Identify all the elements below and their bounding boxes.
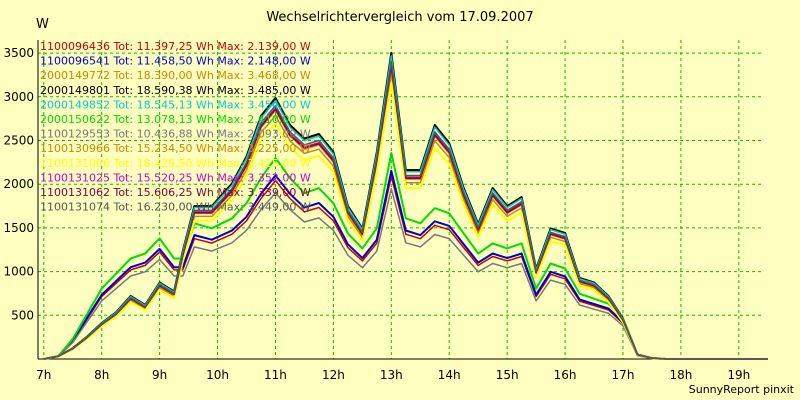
legend-entry-1100096541: 1100096541 Tot: 11.458,50 Wh Max: 2.148,… (40, 55, 311, 68)
legend-entry-1100131025: 1100131025 Tot: 15.520,25 Wh Max: 3.352,… (40, 171, 311, 184)
legend-entry-2000150622: 2000150622 Tot: 13.078,13 Wh Max: 2.410,… (40, 113, 311, 126)
x-tick-label: 8h (94, 368, 109, 382)
legend-entry-1100130966: 1100130966 Tot: 15.234,50 Wh Max: 3.225,… (40, 142, 311, 155)
series-line-1100131006 (43, 81, 768, 360)
y-tick-label: 500 (11, 308, 34, 322)
legend-entry-1100129553: 1100129553 Tot: 10.436,88 Wh Max: 2.093,… (40, 128, 311, 141)
y-tick-label: 3000 (3, 90, 34, 104)
x-tick-label: 9h (152, 368, 167, 382)
y-tick-label: 2000 (3, 177, 34, 191)
series-line-1100096541 (43, 169, 768, 360)
x-tick-label: 13h (380, 368, 403, 382)
y-axis-unit: W (36, 17, 49, 32)
legend-entry-1100131006: 1100131006 Tot: 18.429,50 Wh Max: 3.425,… (40, 157, 311, 170)
legend-entry-1100096436: 1100096436 Tot: 11.397,25 Wh Max: 2.139,… (40, 40, 311, 53)
legend-entry-1100131074: 1100131074 Tot: 16.230,00 Wh Max: 3.449,… (40, 201, 311, 214)
series-line-1100131074 (43, 61, 768, 360)
x-tick-label: 14h (438, 368, 461, 382)
legend-entry-1100131062: 1100131062 Tot: 15.606,25 Wh Max: 3.339,… (40, 186, 311, 199)
y-tick-label: 2500 (3, 134, 34, 148)
legend-entry-2000149801: 2000149801 Tot: 18.590,38 Wh Max: 3.485,… (40, 84, 311, 97)
legend-entry-2000149852: 2000149852 Tot: 18.545,13 Wh Max: 3.454,… (40, 98, 311, 111)
x-tick-label: 19h (727, 368, 750, 382)
y-tick-label: 1000 (3, 265, 34, 279)
x-tick-label: 18h (669, 368, 692, 382)
legend-entry-2000149772: 2000149772 Tot: 18.390,00 Wh Max: 3.468,… (40, 69, 311, 82)
footer-credit: SunnyReport pinxit (688, 383, 794, 396)
x-tick-label: 7h (36, 368, 51, 382)
series-line-1100129553 (43, 188, 768, 360)
x-tick-label: 16h (554, 368, 577, 382)
x-tick-label: 15h (496, 368, 519, 382)
x-tick-label: 12h (322, 368, 345, 382)
chart-title: Wechselrichtervergleich vom 17.09.2007 (266, 10, 534, 25)
x-tick-label: 11h (264, 368, 287, 382)
y-tick-label: 1500 (3, 221, 34, 235)
x-tick-label: 17h (612, 368, 635, 382)
y-tick-label: 3500 (3, 46, 34, 60)
x-tick-label: 10h (206, 368, 229, 382)
